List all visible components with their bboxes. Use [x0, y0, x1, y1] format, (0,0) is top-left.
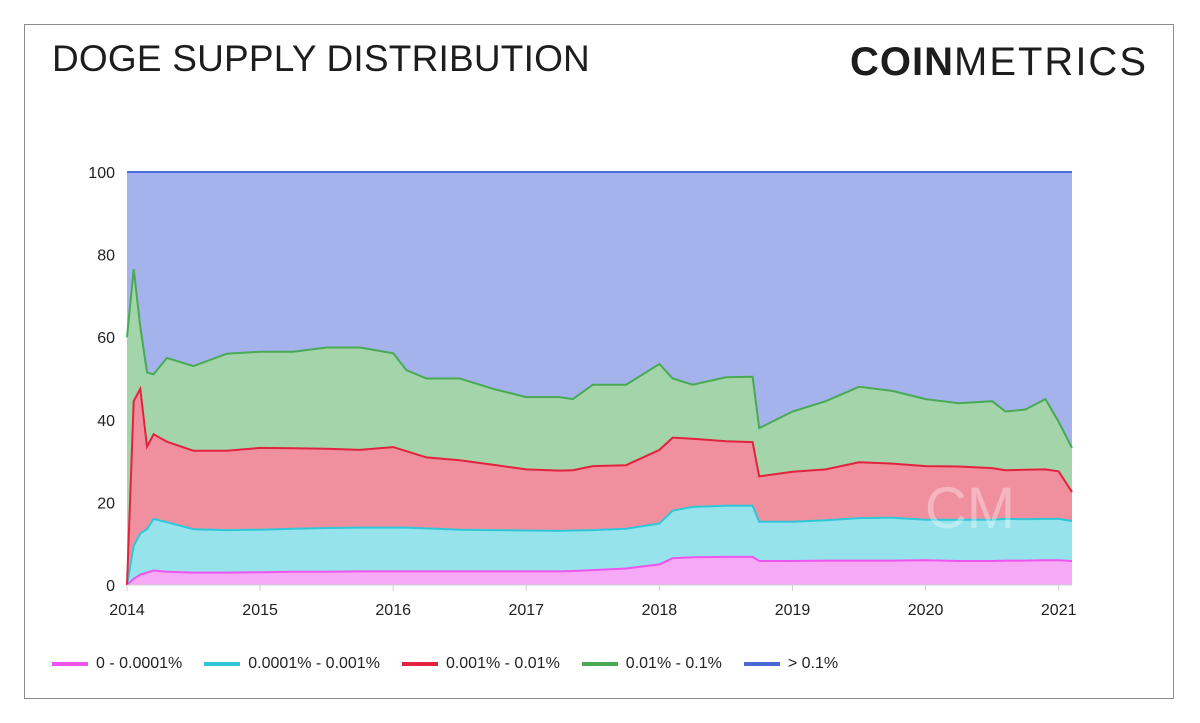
logo-coin-text: COIN	[850, 40, 954, 84]
chart-lines	[126, 171, 1073, 586]
legend-label: 0 - 0.0001%	[96, 655, 183, 672]
legend-label: 0.001% - 0.01%	[445, 655, 560, 672]
y-tick-label-2: 40	[97, 413, 115, 430]
y-tick-label-0: 0	[106, 578, 115, 595]
x-tick-label-3: 2017	[508, 602, 544, 619]
line-series-1	[126, 504, 1073, 586]
x-tick-label-0: 2014	[109, 602, 145, 619]
legend-item-1[interactable]: 0.0001% - 0.001%	[204, 655, 380, 673]
y-axis-ticks: 0 20 40 60 80 100	[88, 165, 115, 595]
legend-label: > 0.1%	[787, 655, 839, 672]
line-series-3	[126, 268, 1073, 449]
legend-swatch	[743, 662, 780, 666]
legend-swatch	[52, 662, 88, 666]
y-tick-label-4: 80	[97, 248, 115, 265]
legend-item-3[interactable]: 0.01% - 0.1%	[581, 655, 722, 673]
legend-swatch	[204, 662, 241, 666]
watermark: CM	[925, 476, 1015, 541]
x-tick-label-6: 2020	[908, 602, 944, 619]
y-tick-label-3: 60	[97, 330, 115, 347]
area-series-0	[127, 556, 1072, 585]
x-tick-label-7: 2021	[1041, 602, 1077, 619]
legend-label: 0.01% - 0.1%	[625, 655, 722, 672]
y-tick-label-5: 100	[88, 165, 115, 182]
area-series-2	[127, 388, 1072, 585]
x-tick-label-4: 2018	[642, 602, 678, 619]
coinmetrics-logo: COINMETRICS	[850, 40, 1148, 85]
legend-label: 0.0001% - 0.001%	[248, 655, 380, 672]
area-series-4	[127, 172, 1072, 448]
legend-swatch	[581, 662, 618, 666]
legend-item-0[interactable]: 0 - 0.0001%	[52, 655, 182, 673]
line-series-0	[126, 555, 1073, 586]
legend: 0 - 0.0001% 0.0001% - 0.001% 0.001% - 0.01…	[52, 655, 860, 673]
logo-metrics-text: METRICS	[954, 40, 1148, 84]
x-tick-label-5: 2019	[775, 602, 811, 619]
x-tick-label-2: 2016	[375, 602, 411, 619]
chart-title: DOGE SUPPLY DISTRIBUTION	[52, 38, 590, 79]
legend-item-4[interactable]: > 0.1%	[743, 655, 839, 673]
area-series-3	[127, 269, 1072, 585]
line-series-2	[126, 385, 1073, 586]
x-axis-ticks: 2014 2015 2016 2017 2018 2019 2020 2021	[109, 585, 1077, 619]
legend-swatch	[401, 662, 438, 666]
x-tick-label-1: 2015	[242, 602, 278, 619]
y-tick-label-1: 20	[97, 495, 115, 512]
legend-item-2[interactable]: 0.001% - 0.01%	[401, 655, 560, 673]
chart-areas	[127, 172, 1072, 585]
area-series-1	[127, 505, 1072, 585]
